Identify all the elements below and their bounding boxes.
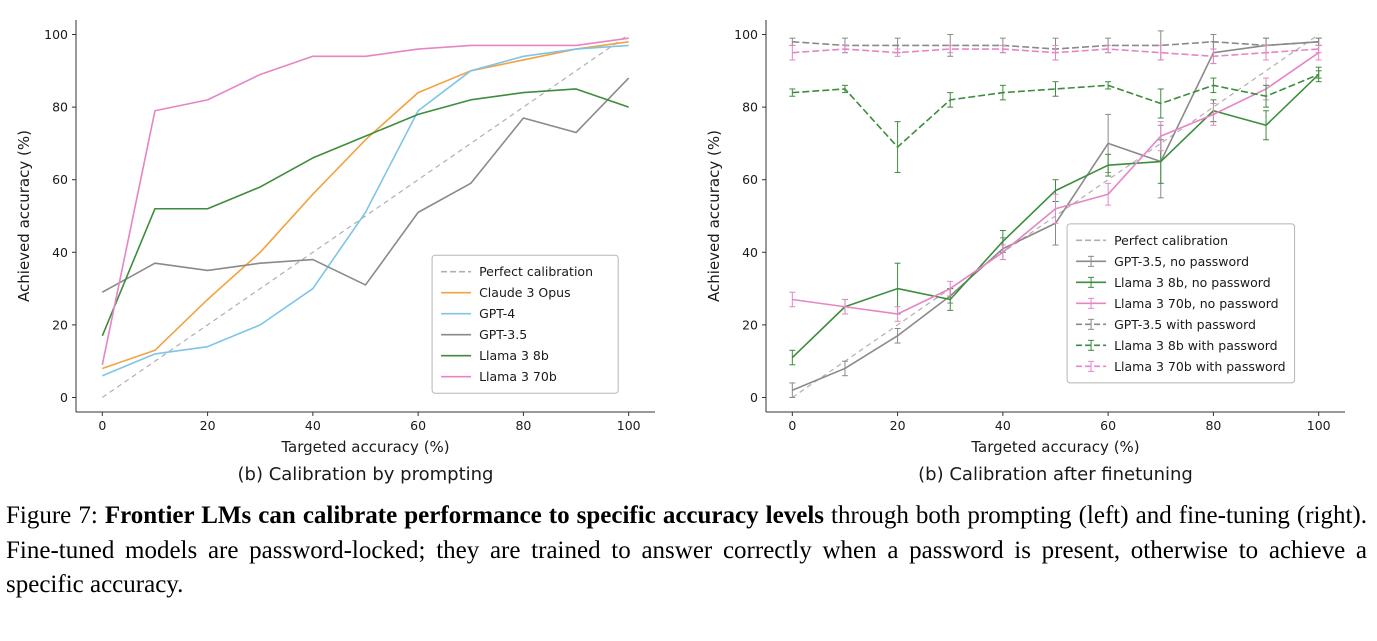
svg-text:20: 20 [52, 317, 68, 332]
svg-text:80: 80 [742, 100, 758, 115]
svg-text:0: 0 [98, 418, 106, 433]
svg-text:Llama 3 70b with password: Llama 3 70b with password [1114, 359, 1285, 374]
svg-text:Claude 3 Opus: Claude 3 Opus [479, 285, 571, 300]
svg-text:Perfect calibration: Perfect calibration [479, 264, 593, 279]
calibration-by-prompting-chart: 0 20 40 60 80 100 0 20 40 60 80 100 Targeted accurac… [15, 20, 655, 456]
calibration-after-finetuning-chart: 0 20 40 60 80 100 0 20 40 60 80 100 Targeted accurac… [705, 20, 1345, 456]
svg-text:Llama 3 8b, no password: Llama 3 8b, no password [1114, 275, 1271, 290]
svg-text:Achieved accuracy (%): Achieved accuracy (%) [15, 130, 33, 302]
svg-text:0: 0 [750, 390, 758, 405]
svg-text:0: 0 [60, 390, 68, 405]
svg-text:80: 80 [52, 100, 68, 115]
figure-caption: Figure 7: Frontier LMs can calibrate per… [6, 499, 1367, 603]
caption-bold-text: Frontier LMs can calibrate performance t… [104, 502, 824, 529]
charts-row: 0 20 40 60 80 100 0 20 40 60 80 100 Targeted accurac… [14, 8, 1359, 485]
svg-text:Llama 3 8b: Llama 3 8b [479, 348, 549, 363]
svg-text:80: 80 [515, 418, 531, 433]
svg-text:Llama 3 70b: Llama 3 70b [479, 369, 557, 384]
svg-text:Llama 3 8b with password: Llama 3 8b with password [1114, 338, 1278, 353]
svg-text:0: 0 [788, 418, 796, 433]
caption-figure-label: Figure 7: [6, 502, 105, 529]
svg-text:Achieved accuracy (%): Achieved accuracy (%) [705, 130, 723, 302]
svg-text:GPT-3.5, no password: GPT-3.5, no password [1114, 254, 1249, 269]
svg-text:GPT-3.5 with password: GPT-3.5 with password [1114, 317, 1256, 332]
svg-text:100: 100 [734, 27, 758, 42]
chart-finetuning-subtitle: (b) Calibration after finetuning [918, 464, 1193, 485]
svg-text:20: 20 [890, 418, 906, 433]
svg-text:GPT-4: GPT-4 [479, 306, 515, 321]
svg-text:20: 20 [742, 317, 758, 332]
caption-body-text: through both prompting (left) and fine-t… [6, 502, 1368, 598]
chart-prompting-subtitle: (b) Calibration by prompting [237, 464, 494, 485]
svg-text:40: 40 [52, 245, 68, 260]
chart-block-prompting: 0 20 40 60 80 100 0 20 40 60 80 100 Targeted accurac… [14, 8, 669, 485]
svg-text:60: 60 [1100, 418, 1116, 433]
svg-text:40: 40 [305, 418, 321, 433]
svg-text:40: 40 [742, 245, 758, 260]
svg-text:60: 60 [410, 418, 426, 433]
svg-text:Llama 3 70b, no password: Llama 3 70b, no password [1114, 296, 1279, 311]
svg-text:100: 100 [617, 418, 641, 433]
svg-text:80: 80 [1205, 418, 1221, 433]
svg-text:GPT-3.5: GPT-3.5 [479, 327, 527, 342]
svg-text:Targeted accuracy (%): Targeted accuracy (%) [970, 438, 1139, 456]
svg-text:100: 100 [1307, 418, 1331, 433]
svg-text:100: 100 [44, 27, 68, 42]
svg-text:60: 60 [742, 172, 758, 187]
svg-text:40: 40 [995, 418, 1011, 433]
svg-text:60: 60 [52, 172, 68, 187]
figure-7: 0 20 40 60 80 100 0 20 40 60 80 100 Targeted accurac… [6, 8, 1367, 603]
svg-text:Targeted accuracy (%): Targeted accuracy (%) [280, 438, 449, 456]
svg-text:20: 20 [200, 418, 216, 433]
svg-text:Perfect calibration: Perfect calibration [1114, 233, 1228, 248]
chart-block-finetuning: 0 20 40 60 80 100 0 20 40 60 80 100 Targeted accurac… [704, 8, 1359, 485]
